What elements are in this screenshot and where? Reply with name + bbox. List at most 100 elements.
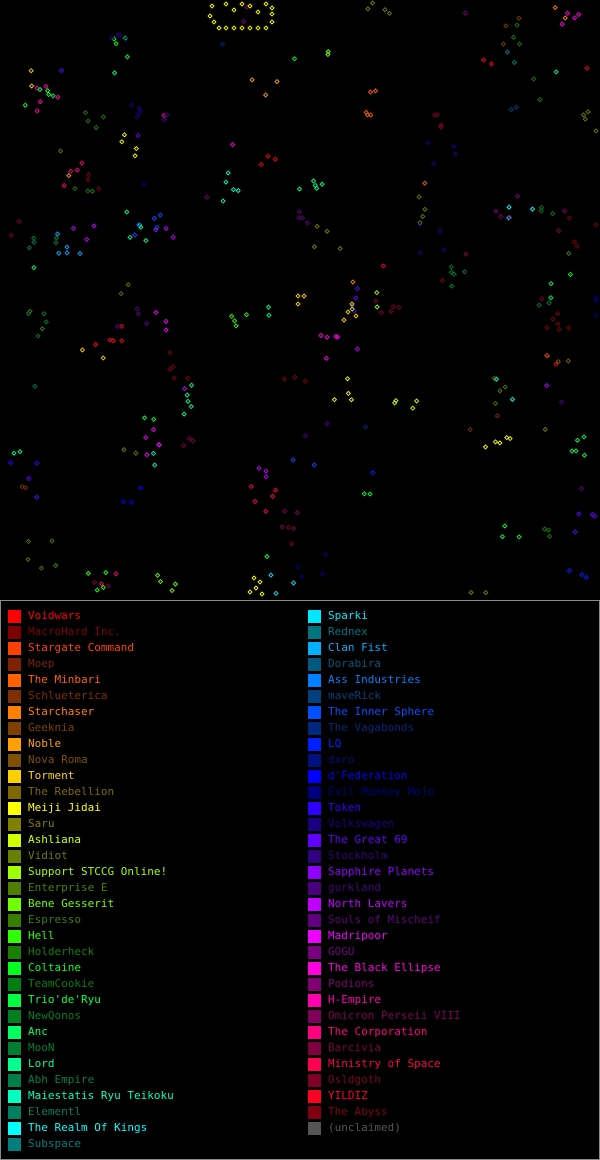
star-marker	[566, 250, 572, 257]
star-marker	[494, 413, 500, 419]
star-marker	[546, 533, 553, 539]
star-marker	[233, 323, 239, 329]
star-marker	[548, 280, 554, 287]
star-marker	[593, 128, 599, 134]
star-marker	[344, 376, 351, 382]
faction-name: Subspace	[28, 1137, 81, 1150]
star-marker	[493, 208, 499, 214]
star-marker	[311, 244, 318, 250]
faction-legend: Voidwars MacroHard Inc. Stargate Command Mo…	[0, 600, 600, 1160]
star-marker	[125, 281, 131, 288]
faction-name: Torment	[28, 769, 75, 782]
star-marker	[156, 442, 162, 448]
star-marker	[269, 19, 275, 25]
star-marker	[171, 375, 177, 381]
star-marker	[132, 153, 138, 159]
faction-name: The Vagabonds	[328, 721, 415, 734]
star-marker	[117, 32, 123, 39]
color-swatch	[8, 945, 21, 959]
star-marker	[488, 61, 495, 67]
star-marker	[322, 551, 329, 557]
legend-item: Podions	[308, 976, 460, 992]
faction-name: Espresso	[28, 913, 81, 926]
star-marker	[255, 25, 261, 31]
star-marker	[119, 338, 125, 344]
star-marker	[425, 140, 431, 146]
color-swatch	[308, 913, 321, 927]
star-marker	[354, 286, 361, 292]
legend-item: Geeknia	[8, 720, 174, 736]
star-marker	[105, 583, 112, 589]
legend-column-right: Sparki Rednex Clan Fist Dorabira Ass Industr…	[308, 608, 460, 1136]
star-marker	[223, 25, 229, 31]
star-marker	[349, 301, 355, 307]
faction-name: The Minbari	[28, 673, 101, 686]
star-marker	[417, 249, 423, 256]
star-marker	[506, 204, 512, 210]
legend-item: Noble	[8, 736, 174, 752]
star-marker	[229, 141, 236, 148]
legend-item: Starchaser	[8, 704, 174, 720]
faction-name: The Inner Sphere	[328, 705, 434, 718]
star-marker	[28, 83, 35, 89]
star-marker	[216, 25, 222, 31]
legend-item: Coltaine	[8, 960, 174, 976]
star-marker	[545, 527, 552, 533]
legend-item: Sparki	[308, 608, 460, 624]
star-marker	[85, 118, 91, 124]
star-marker	[386, 10, 393, 17]
star-marker	[255, 9, 261, 15]
star-marker	[295, 301, 301, 307]
faction-name: Maiestatis Ryu Teikoku	[28, 1089, 174, 1102]
star-marker	[467, 426, 473, 433]
faction-name: MacroHard Inc.	[28, 625, 121, 638]
faction-name: GOGU	[328, 945, 355, 958]
star-marker	[420, 213, 426, 220]
star-marker	[79, 160, 85, 166]
star-marker	[463, 251, 469, 257]
star-marker	[562, 208, 568, 214]
star-marker	[85, 172, 92, 178]
star-marker	[593, 222, 599, 228]
star-marker	[564, 10, 571, 16]
star-marker	[314, 223, 320, 230]
star-marker	[350, 279, 356, 285]
legend-item: Rednex	[308, 624, 460, 640]
star-marker	[566, 215, 573, 221]
star-marker	[282, 508, 288, 514]
star-marker	[7, 459, 14, 466]
star-marker	[413, 398, 420, 404]
legend-column-left: Voidwars MacroHard Inc. Stargate Command Mo…	[8, 608, 174, 1152]
faction-name: TeamCookie	[28, 977, 95, 990]
star-marker	[542, 426, 548, 433]
faction-name: Schlueterica	[28, 689, 108, 702]
star-marker	[96, 186, 102, 192]
faction-name: The Great 69	[328, 833, 408, 846]
legend-item: The Minbari	[8, 672, 174, 688]
star-marker	[365, 6, 371, 12]
color-swatch	[308, 609, 321, 623]
faction-name: The Realm Of Kings	[28, 1121, 148, 1134]
star-marker	[589, 511, 596, 518]
faction-name: YILDIZ	[328, 1089, 368, 1102]
star-marker	[207, 13, 213, 19]
star-marker	[54, 231, 61, 237]
galaxy-map[interactable]	[0, 0, 600, 600]
star-marker	[150, 450, 157, 457]
star-marker	[229, 313, 235, 319]
faction-name: The Corporation	[328, 1025, 428, 1038]
star-marker	[133, 450, 139, 456]
color-swatch	[8, 817, 21, 831]
legend-item: Hell	[8, 928, 174, 944]
faction-name: Dorabira	[328, 657, 381, 670]
legend-item: (unclaimed)	[308, 1120, 460, 1136]
star-marker	[292, 374, 298, 380]
star-marker	[188, 403, 194, 410]
legend-item: Stargate Command	[8, 640, 174, 656]
star-marker	[124, 209, 130, 215]
star-marker	[555, 310, 561, 317]
star-marker	[291, 525, 297, 532]
star-marker	[259, 591, 265, 597]
color-swatch	[308, 977, 321, 991]
star-marker	[43, 319, 49, 325]
